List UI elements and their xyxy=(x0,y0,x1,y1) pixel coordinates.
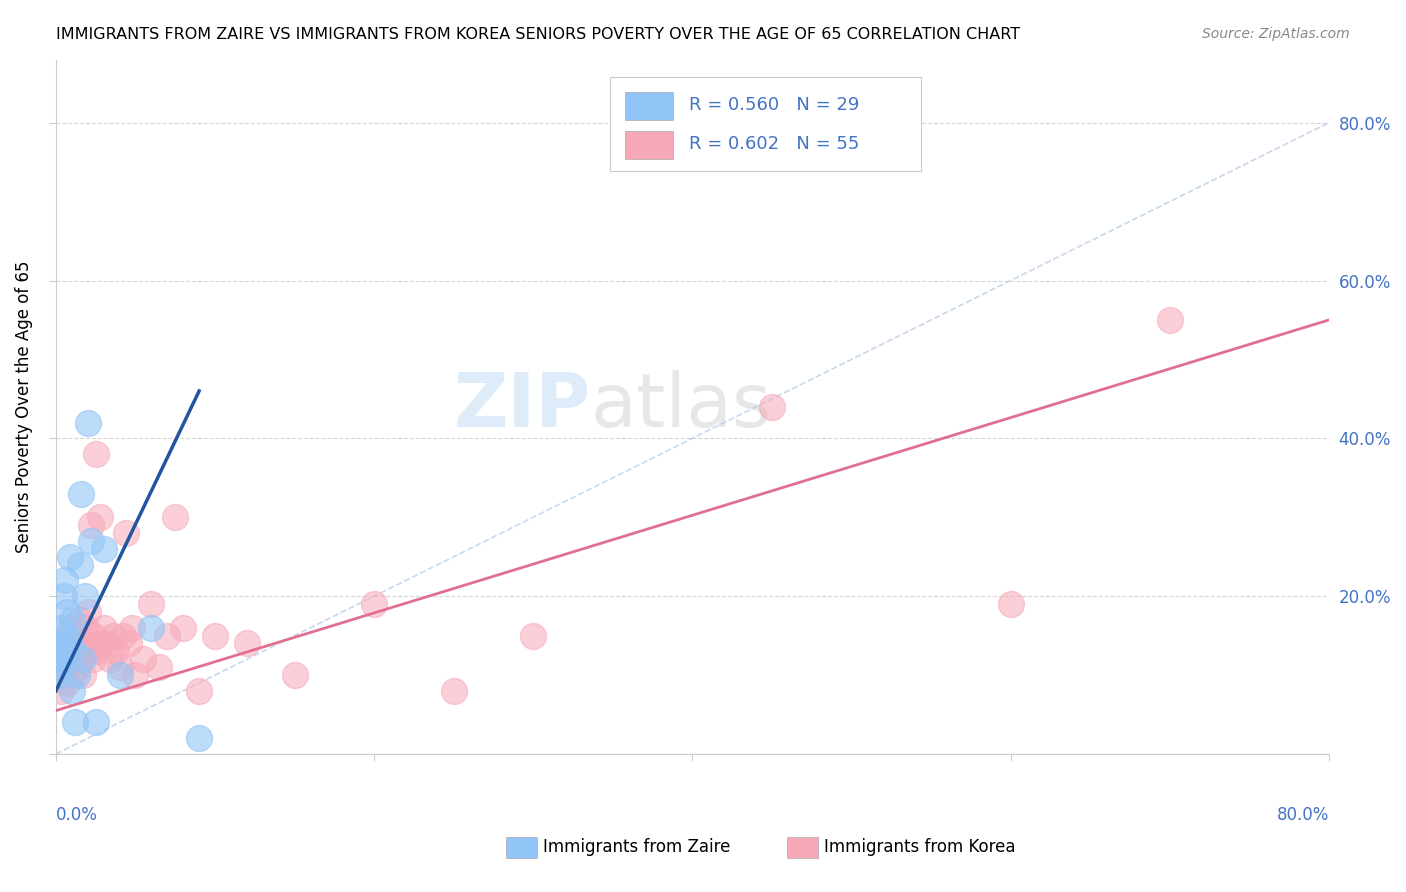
FancyBboxPatch shape xyxy=(610,77,921,170)
Point xyxy=(62,644,84,658)
Point xyxy=(236,636,259,650)
Point xyxy=(59,621,82,635)
Point xyxy=(63,644,86,658)
Point xyxy=(51,621,73,635)
Text: R = 0.560   N = 29: R = 0.560 N = 29 xyxy=(689,95,859,114)
Point xyxy=(73,589,96,603)
Text: 0.0%: 0.0% xyxy=(56,806,98,824)
Point xyxy=(73,636,96,650)
Text: R = 0.602   N = 55: R = 0.602 N = 55 xyxy=(689,135,859,153)
Text: Immigrants from Korea: Immigrants from Korea xyxy=(824,838,1015,856)
Point xyxy=(48,668,70,682)
Point xyxy=(141,597,163,611)
Point xyxy=(148,660,170,674)
Point xyxy=(70,652,93,666)
Point xyxy=(165,510,187,524)
Point xyxy=(115,526,138,541)
Point xyxy=(188,731,211,746)
Point xyxy=(284,668,307,682)
Point xyxy=(46,652,69,666)
Point xyxy=(204,629,226,643)
Point xyxy=(83,629,105,643)
Point xyxy=(103,629,125,643)
Point xyxy=(111,629,134,643)
Point xyxy=(156,629,179,643)
Point xyxy=(76,416,98,430)
Point xyxy=(75,621,97,635)
Point xyxy=(58,636,80,650)
Text: ZIP: ZIP xyxy=(453,370,591,443)
Point xyxy=(56,629,79,643)
Point xyxy=(87,636,110,650)
Point xyxy=(105,644,128,658)
Point xyxy=(72,668,94,682)
Point xyxy=(80,518,103,533)
Point xyxy=(52,589,75,603)
FancyBboxPatch shape xyxy=(624,92,673,120)
Point xyxy=(96,636,118,650)
Point xyxy=(52,652,75,666)
Point xyxy=(124,668,146,682)
FancyBboxPatch shape xyxy=(624,131,673,159)
Y-axis label: Seniors Poverty Over the Age of 65: Seniors Poverty Over the Age of 65 xyxy=(15,260,32,553)
Point xyxy=(84,447,107,461)
Text: atlas: atlas xyxy=(591,370,772,443)
Point xyxy=(522,629,544,643)
Point xyxy=(51,644,73,658)
Point xyxy=(60,683,83,698)
Point xyxy=(86,644,108,658)
Point xyxy=(55,636,77,650)
Point xyxy=(443,683,465,698)
Point xyxy=(172,621,194,635)
Point xyxy=(59,549,82,564)
Point xyxy=(56,605,79,619)
Point xyxy=(60,636,83,650)
Point xyxy=(108,660,131,674)
Point xyxy=(46,668,69,682)
Point xyxy=(56,676,79,690)
Point xyxy=(69,558,91,572)
Text: Immigrants from Zaire: Immigrants from Zaire xyxy=(543,838,730,856)
Point xyxy=(141,621,163,635)
Point xyxy=(48,652,70,666)
Text: Source: ZipAtlas.com: Source: ZipAtlas.com xyxy=(1202,27,1350,41)
Point xyxy=(58,652,80,666)
Point xyxy=(93,541,115,556)
Point xyxy=(65,668,87,682)
Point xyxy=(72,652,94,666)
Point xyxy=(69,613,91,627)
Point xyxy=(98,652,121,666)
Point xyxy=(363,597,385,611)
Point xyxy=(49,683,72,698)
Text: 80.0%: 80.0% xyxy=(1277,806,1329,824)
Point xyxy=(84,715,107,730)
Point xyxy=(70,486,93,500)
Point xyxy=(60,613,83,627)
Point xyxy=(65,629,87,643)
Point xyxy=(67,660,90,674)
Point xyxy=(55,574,77,588)
Point xyxy=(132,652,155,666)
Point xyxy=(52,660,75,674)
Point xyxy=(82,652,104,666)
Point xyxy=(761,400,783,414)
Point xyxy=(121,621,143,635)
Text: IMMIGRANTS FROM ZAIRE VS IMMIGRANTS FROM KOREA SENIORS POVERTY OVER THE AGE OF 6: IMMIGRANTS FROM ZAIRE VS IMMIGRANTS FROM… xyxy=(56,27,1021,42)
Point xyxy=(93,621,115,635)
Point xyxy=(62,668,84,682)
Point xyxy=(118,636,141,650)
Point xyxy=(188,683,211,698)
Point xyxy=(1000,597,1022,611)
Point xyxy=(108,668,131,682)
Point xyxy=(49,660,72,674)
Point xyxy=(80,533,103,548)
Point xyxy=(63,715,86,730)
Point xyxy=(79,644,101,658)
Point xyxy=(51,644,73,658)
Point xyxy=(1159,313,1181,327)
Point xyxy=(89,510,111,524)
Point xyxy=(76,605,98,619)
Point xyxy=(49,636,72,650)
